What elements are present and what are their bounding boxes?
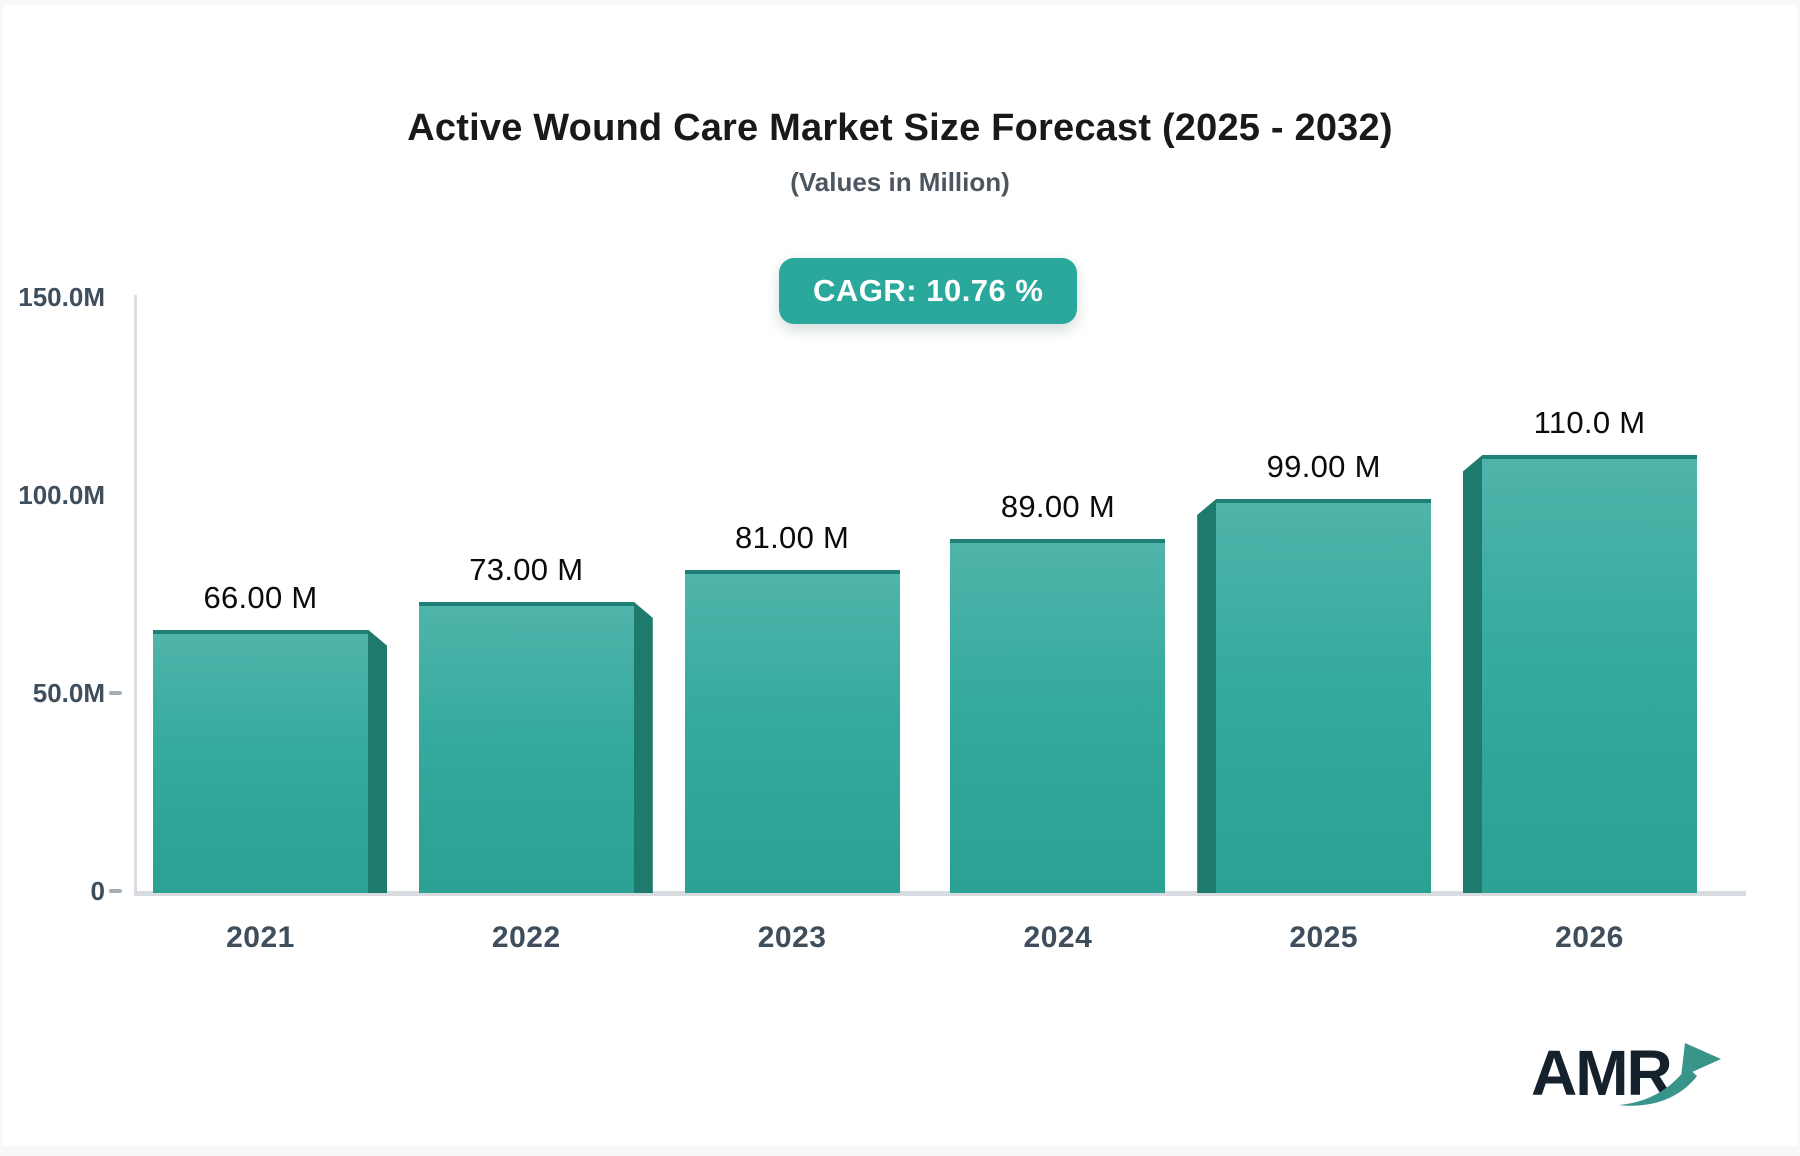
x-axis-label: 2022 xyxy=(491,921,561,954)
chart-title: Active Wound Care Market Size Forecast (… xyxy=(407,107,1393,149)
y-axis-label: 150.0M xyxy=(18,282,105,312)
bar-2025 xyxy=(1216,498,1432,893)
bar-value-label: 99.00 M xyxy=(1266,448,1381,484)
x-axis-label: 2024 xyxy=(1023,921,1093,954)
x-axis-label: 2025 xyxy=(1289,921,1359,954)
x-axis-label: 2023 xyxy=(757,921,827,954)
bar-value-label: 110.0 M xyxy=(1533,405,1646,441)
y-axis-label: 0 xyxy=(90,876,105,906)
bar-3d-side xyxy=(1197,498,1217,893)
y-axis-line xyxy=(134,295,137,893)
growth-arrow-icon xyxy=(1619,1043,1721,1106)
x-axis-label: 2026 xyxy=(1555,921,1624,954)
amr-logo: AMR xyxy=(1531,1035,1731,1119)
bar-2023 xyxy=(684,570,900,893)
y-axis-tick xyxy=(109,691,122,695)
x-axis-label: 2021 xyxy=(226,921,295,954)
bar-value-label: 66.00 M xyxy=(203,579,318,615)
y-axis-label: 100.0M xyxy=(18,480,105,510)
y-axis-tick xyxy=(109,889,122,893)
amr-logo-text: AMR xyxy=(1531,1037,1673,1109)
y-axis-label: 50.0M xyxy=(32,678,105,708)
bar-value-label: 73.00 M xyxy=(469,551,584,587)
bar-2024 xyxy=(950,538,1166,893)
bar-2026 xyxy=(1482,455,1697,893)
bar-value-label: 89.00 M xyxy=(1000,488,1115,524)
x-axis-baseline xyxy=(134,891,1746,896)
bar-chart-plot: 150.0M 100.0M 50.0M 0 66.00 M 2021 73.00 M 2022… xyxy=(3,5,1797,1146)
bar-3d-side xyxy=(1463,455,1482,893)
chart-subtitle: (Values in Million) xyxy=(790,167,1010,197)
chart-card: Active Wound Care Market Size Forecast (… xyxy=(3,5,1797,1146)
bar-3d-side xyxy=(633,601,653,893)
cagr-badge: CAGR: 10.76 % xyxy=(779,258,1078,324)
bar-2021 xyxy=(153,629,368,893)
bar-2022 xyxy=(418,601,634,893)
bar-value-label: 81.00 M xyxy=(735,520,850,556)
bar-3d-side xyxy=(368,629,387,893)
